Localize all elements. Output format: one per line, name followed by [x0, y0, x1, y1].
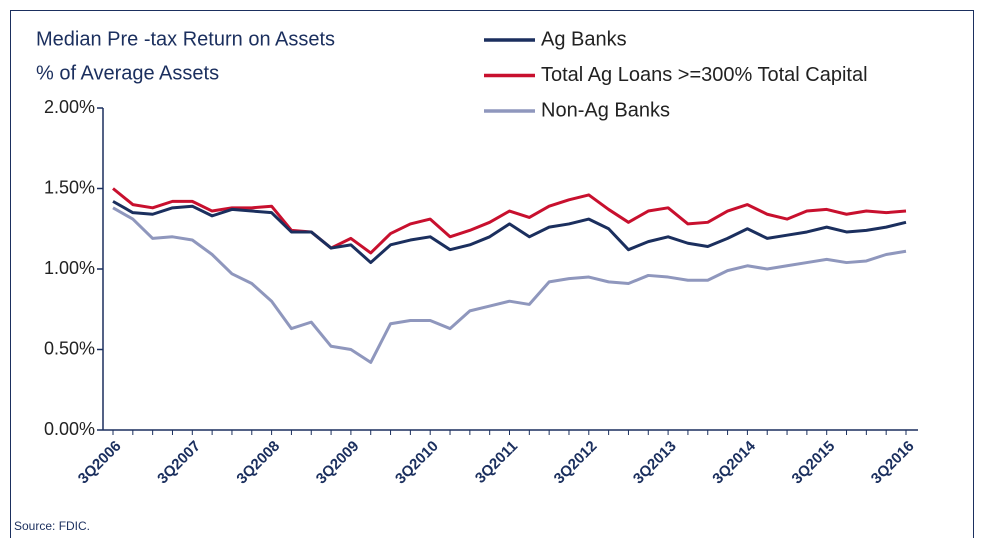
source: Source: FDIC.: [14, 519, 90, 533]
y-tick-label: 0.50%: [44, 338, 95, 358]
y-tick-label: 1.50%: [44, 177, 95, 197]
y-tick-label: 2.00%: [44, 97, 95, 117]
x-tick-label: 3Q2016: [868, 438, 918, 488]
legend-label: Ag Banks: [541, 28, 627, 50]
chart-title: Median Pre -tax Return on Assets: [36, 28, 335, 50]
series-line: [112, 187, 907, 255]
y-tick-label: 0.00%: [44, 419, 95, 439]
x-tick-label: 3Q2015: [789, 438, 839, 488]
x-tick-label: 3Q2006: [75, 438, 125, 488]
legend-label: Non-Ag Banks: [541, 99, 670, 121]
frame: [10, 10, 974, 538]
series-line: [112, 206, 907, 364]
x-tick-label: 3Q2009: [313, 438, 363, 488]
x-tick-label: 3Q2010: [392, 438, 442, 488]
x-tick-label: 3Q2008: [233, 438, 283, 488]
x-tick-label: 3Q2012: [551, 438, 601, 488]
x-tick-label: 3Q2013: [630, 438, 680, 488]
x-tick-label: 3Q2007: [154, 438, 204, 488]
x-tick-label: 3Q2011: [472, 438, 521, 487]
series-line: [112, 200, 907, 265]
y-tick-label: 1.00%: [44, 258, 95, 278]
x-tick-label: 3Q2014: [709, 437, 759, 487]
legend-label: Total Ag Loans >=300% Total Capital: [541, 64, 868, 86]
chart-subtitle: % of Average Assets: [36, 62, 219, 84]
